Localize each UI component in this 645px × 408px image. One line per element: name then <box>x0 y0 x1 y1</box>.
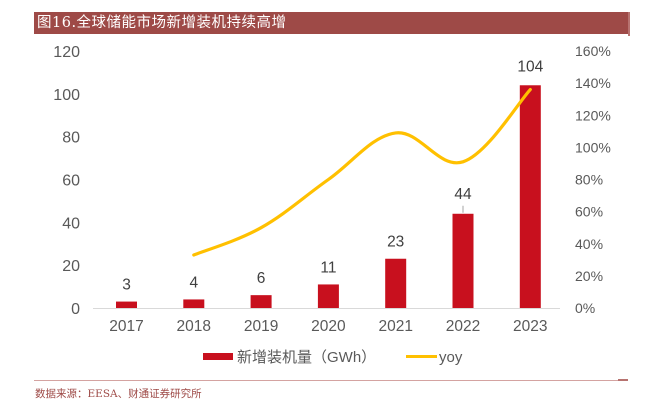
right-axis-tick-label: 100% <box>575 139 611 155</box>
figure-title-bar: 图16.全球储能市场新增装机持续高增 <box>34 12 630 36</box>
bar-data-label: 4 <box>189 274 198 291</box>
right-axis-tick-label: 140% <box>575 75 611 91</box>
title-bar-accent <box>628 12 630 36</box>
x-axis-tick-label: 2022 <box>446 318 480 335</box>
bar-2023 <box>519 85 541 309</box>
yoy-line-series <box>192 87 532 257</box>
bar-data-label: 6 <box>257 270 266 287</box>
right-axis-tick-label: 120% <box>575 107 611 123</box>
right-axis-tick-label: 20% <box>575 268 603 284</box>
bar-2019 <box>250 295 272 308</box>
left-axis: 0 20 40 60 80 100 120 <box>53 44 80 318</box>
x-axis-tick-label: 2019 <box>244 318 278 335</box>
bar-series <box>116 85 541 309</box>
bar-2018 <box>183 299 205 308</box>
right-axis: 0% 20% 40% 60% 80% 100% 120% 140% 160% <box>575 43 611 316</box>
footer-divider <box>34 379 628 381</box>
legend-bar-label: 新增装机量（GWh） <box>237 349 376 366</box>
x-axis-tick-label: 2023 <box>513 318 547 335</box>
right-axis-tick-label: 160% <box>575 43 611 59</box>
left-axis-tick-label: 40 <box>62 215 80 232</box>
footer-divider-accent <box>618 379 628 381</box>
right-axis-tick-label: 80% <box>575 172 603 188</box>
left-axis-tick-label: 100 <box>53 87 80 104</box>
bar-data-label: 3 <box>122 277 131 294</box>
figure-title: 图16.全球储能市场新增装机持续高增 <box>37 15 287 31</box>
source-note: 数据来源：EESA、财通证券研究所 <box>35 388 202 400</box>
left-axis-tick-label: 80 <box>62 130 80 147</box>
x-axis-tick-label: 2021 <box>378 318 412 335</box>
bar-data-labels: 3 4 6 11 23 44 104 <box>122 58 543 293</box>
left-axis-tick-label: 0 <box>71 301 80 318</box>
x-axis-tick-label: 2018 <box>177 318 211 335</box>
x-axis-tick-label: 2017 <box>109 318 143 335</box>
right-axis-tick-label: 40% <box>575 236 603 252</box>
bar-data-label: 44 <box>454 186 472 203</box>
bar-2017 <box>116 301 137 308</box>
yoy-line <box>192 87 532 257</box>
right-axis-tick-label: 0% <box>575 300 595 316</box>
left-axis-tick-label: 120 <box>53 44 80 61</box>
bar-data-label: 23 <box>387 234 404 251</box>
bar-2021 <box>385 258 407 308</box>
left-axis-tick-label: 60 <box>62 173 80 190</box>
right-axis-tick-label: 60% <box>575 204 603 220</box>
x-axis-tick-labels: 2017 2018 2019 2020 2021 2022 2023 <box>109 318 547 335</box>
bar-data-label: 11 <box>320 259 336 276</box>
legend-line-label: yoy <box>439 349 463 366</box>
legend: 新增装机量（GWh） yoy <box>203 349 463 366</box>
x-axis-tick-label: 2020 <box>311 318 346 335</box>
bar-2020 <box>317 284 339 308</box>
legend-bar-swatch <box>203 353 233 360</box>
bar-2022 <box>452 213 474 308</box>
left-axis-tick-label: 20 <box>62 258 80 275</box>
bar-data-label: 104 <box>517 58 543 75</box>
